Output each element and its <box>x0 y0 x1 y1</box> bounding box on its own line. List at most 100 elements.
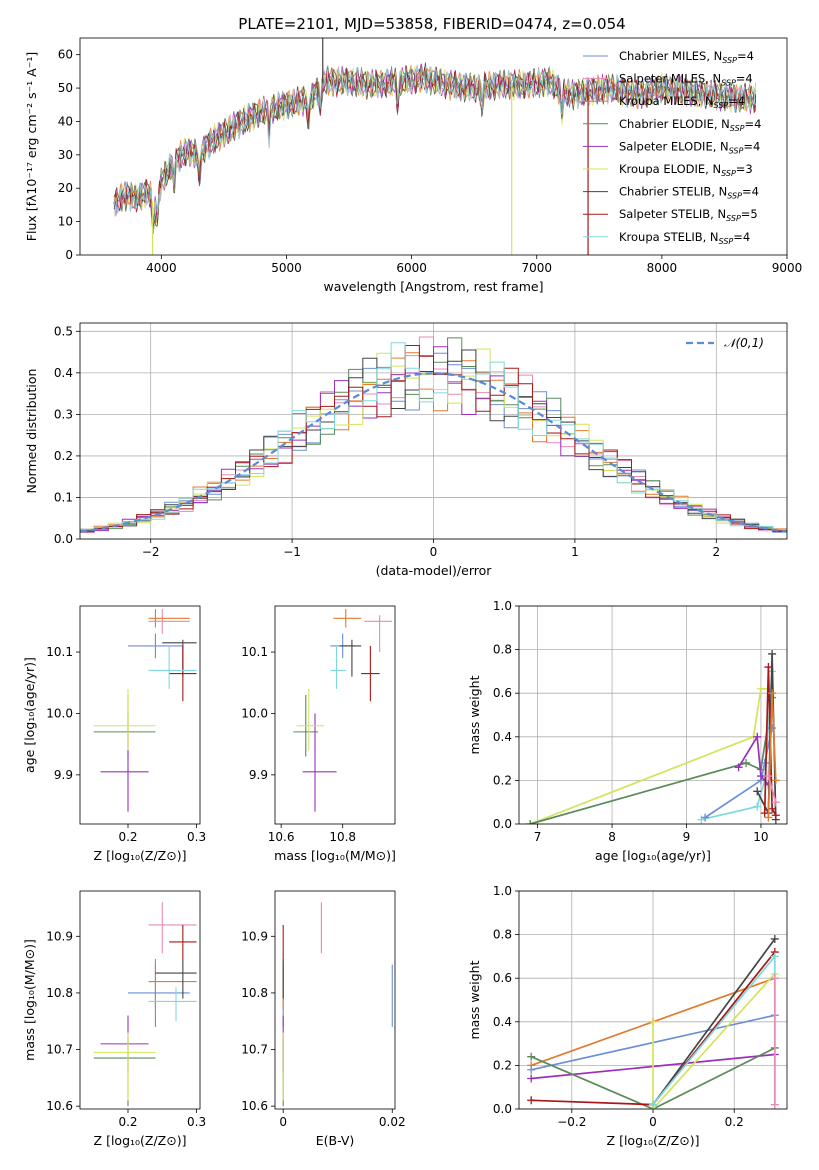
weight-marker <box>527 1074 536 1083</box>
y-tick-label: 0.0 <box>54 532 73 546</box>
x-tick-label: 0.3 <box>187 1115 206 1129</box>
y-tick-label: 0.6 <box>493 971 512 985</box>
x-tick-label: 0 <box>649 1115 657 1129</box>
x-tick-label: 0.3 <box>187 830 206 844</box>
weight-marker <box>771 811 780 820</box>
x-tick-label: 6000 <box>396 261 427 275</box>
x-tick-label: 10.6 <box>268 830 295 844</box>
legend-label: Kroupa STELIB, NSSP=4 <box>619 230 750 246</box>
histogram-series <box>80 346 787 533</box>
weight-series-line <box>701 671 773 821</box>
x-tick-label: 0.2 <box>118 830 137 844</box>
mass-vs-metallicity-panel: 0.2 0.3 10.6 10.7 10.8 10.9 Z [log₁₀(Z/Z⊙)] mas… <box>22 890 206 1148</box>
spectrum-line <box>113 62 757 227</box>
y-axis-label: Normed distribution <box>24 369 39 494</box>
y-axis-label: age [log₁₀(age/yr)] <box>22 657 37 773</box>
y-tick-label: 50 <box>58 81 73 95</box>
y-tick-label: 10.1 <box>241 645 268 659</box>
weight-marker <box>770 974 779 983</box>
x-axis-label: Z [log₁₀(Z/Z⊙)] <box>607 1133 700 1148</box>
legend: Chabrier MILES, NSSP=4 Salpeter MILES, NS… <box>583 49 761 246</box>
plot-area <box>80 336 787 533</box>
figure-title: PLATE=2101, MJD=53858, FIBERID=0474, z=0… <box>238 15 625 33</box>
x-tick-label: 7 <box>534 830 542 844</box>
y-tick-label: 0.4 <box>493 1015 512 1029</box>
y-axis-label: mass weight <box>467 675 482 754</box>
weight-marker <box>649 1100 657 1109</box>
weight-series-line <box>704 727 773 819</box>
y-tick-label: 10.8 <box>46 986 73 1000</box>
axes-frame <box>79 605 201 825</box>
plot-area <box>526 649 780 824</box>
y-axis-label: mass weight <box>467 960 482 1039</box>
plot-area <box>293 609 392 812</box>
legend-label: Chabrier STELIB, NSSP=4 <box>619 185 759 201</box>
normal-reference-curve <box>80 372 787 533</box>
y-tick-label: 0.4 <box>54 366 73 380</box>
y-tick-label: 0.0 <box>493 817 512 831</box>
weight-series-line <box>529 687 769 824</box>
y-tick-label: 0.4 <box>493 730 512 744</box>
x-tick-label: 0.02 <box>379 1115 406 1129</box>
y-tick-label: 0.5 <box>54 324 73 338</box>
axes-frame <box>518 605 788 825</box>
weight-vs-metallicity-panel: −0.2 0 0.2 0.0 0.2 0.4 0.6 0.8 1.0 Z [log₁₀(Z/Z⊙)… <box>467 884 788 1148</box>
y-tick-label: 10.7 <box>46 1043 73 1057</box>
y-tick-label: 0.0 <box>493 1102 512 1116</box>
y-tick-label: 1.0 <box>493 599 512 613</box>
x-tick-label: 0.2 <box>118 1115 137 1129</box>
weight-vs-age-panel: 7 8 9 10 0.0 0.2 0.4 0.6 0.8 1.0 age [log₁₀(age/yr… <box>467 599 788 863</box>
x-tick-label: 10 <box>753 830 768 844</box>
y-tick-label: 10.9 <box>241 929 268 943</box>
x-tick-label: 0 <box>430 545 438 559</box>
y-tick-label: 0.1 <box>54 490 73 504</box>
x-axis-label: Z [log₁₀(Z/Z⊙)] <box>94 848 187 863</box>
axes-frame <box>79 322 788 540</box>
weight-marker <box>764 813 773 822</box>
y-tick-label: 10.1 <box>46 645 73 659</box>
x-tick-label: 8000 <box>647 261 678 275</box>
y-tick-label: 10.6 <box>241 1099 268 1113</box>
age-vs-metallicity-panel: 0.2 0.3 9.9 10.0 10.1 Z [log₁₀(Z/Z⊙)] age [log… <box>22 605 206 863</box>
weight-series-line <box>529 697 773 824</box>
mass-vs-extinction-panel: 0 0.02 10.6 10.7 10.8 10.9 E(B-V) <box>241 890 406 1148</box>
plot-area <box>527 934 779 1109</box>
y-tick-label: 10 <box>58 215 73 229</box>
y-tick-label: 10.7 <box>241 1043 268 1057</box>
x-axis-label: age [log₁₀(age/yr)] <box>595 848 711 863</box>
weight-marker <box>701 813 710 822</box>
weight-marker <box>760 809 769 818</box>
legend-label: Salpeter ELODIE, NSSP=4 <box>619 139 760 155</box>
x-axis-label: E(B-V) <box>316 1133 355 1148</box>
x-tick-label: 2 <box>712 545 720 559</box>
x-tick-label: 1 <box>571 545 579 559</box>
y-tick-label: 0.8 <box>493 928 512 942</box>
weight-marker <box>770 952 779 961</box>
y-axis-label: Flux [fλ10⁻¹⁷ erg cm⁻² s⁻¹ A⁻¹] <box>24 52 39 241</box>
weight-marker <box>764 663 773 672</box>
weight-marker <box>764 772 773 781</box>
x-tick-label: 7000 <box>521 261 552 275</box>
weight-marker <box>771 776 780 785</box>
x-tick-label: 4000 <box>146 261 177 275</box>
weight-series-line <box>530 1047 776 1109</box>
legend-label: 𝒩(0,1) <box>724 336 764 350</box>
weight-marker <box>753 802 762 811</box>
y-tick-label: 20 <box>58 181 73 195</box>
weight-series-line <box>652 973 776 1109</box>
y-axis-label: mass [log₁₀(M/M⊙)] <box>22 939 37 1061</box>
weight-marker <box>527 1052 536 1061</box>
age-vs-mass-panel: 10.6 10.8 9.9 10.0 10.1 mass [log₁₀(M/M⊙)] <box>241 605 396 863</box>
y-tick-label: 10.0 <box>241 706 268 720</box>
y-tick-label: 9.9 <box>249 768 268 782</box>
weight-series-line <box>767 775 777 803</box>
y-tick-label: 0 <box>65 248 73 262</box>
spectrum-line <box>113 65 757 228</box>
axes-frame <box>79 890 201 1110</box>
x-tick-label: 5000 <box>271 261 302 275</box>
spectrum-line <box>113 65 757 223</box>
x-tick-label: 8 <box>608 830 616 844</box>
weight-marker <box>771 798 780 807</box>
legend-label: Kroupa ELODIE, NSSP=3 <box>619 162 753 178</box>
